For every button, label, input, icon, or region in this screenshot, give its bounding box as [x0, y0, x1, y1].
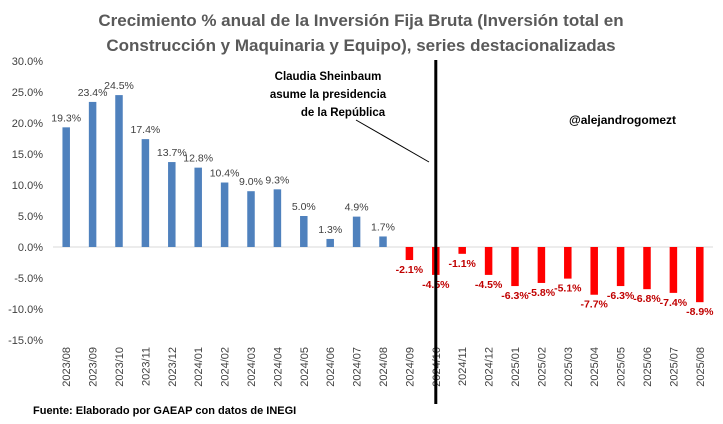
y-tick-label: 30.0% [12, 56, 43, 68]
bar [696, 247, 704, 303]
bar [669, 247, 678, 293]
bar [564, 247, 572, 279]
x-tick-label: 2024/03 [246, 347, 258, 387]
bar [115, 95, 123, 247]
x-tick-label: 2024/04 [272, 347, 284, 387]
x-tick-label: 2024/09 [404, 347, 416, 387]
annotation-pointer-line [355, 119, 430, 163]
y-tick-label: 25.0% [12, 87, 43, 99]
data-label: -4.5% [475, 279, 503, 291]
data-label: 5.0% [292, 201, 316, 213]
x-tick-label: 2024/11 [457, 347, 469, 386]
x-tick-label: 2023/10 [114, 347, 126, 387]
bar [590, 247, 598, 295]
bars-group [62, 95, 704, 303]
bar [379, 236, 387, 247]
annotation-line-1: Claudia Sheinbaum [275, 71, 382, 83]
data-labels-group: 19.3% 23.4%24.5% 17.4% 13.7%12.8% 10.4%9.0% 9… [51, 80, 714, 318]
data-label: 24.5% [104, 80, 134, 92]
bar [247, 191, 255, 247]
data-label: 9.3% [265, 174, 289, 186]
chart-title-line-1: Crecimiento % anual de la Inversión Fija… [98, 11, 623, 30]
bar [300, 216, 308, 247]
y-tick-label: 15.0% [12, 149, 43, 161]
data-label: -7.7% [580, 299, 608, 311]
chart-title-line-2: Construcción y Maquinaria y Equipo), ser… [106, 36, 615, 55]
data-label: 10.4% [210, 168, 240, 180]
y-tick-label: -5.0% [14, 273, 43, 285]
x-tick-label: 2025/06 [642, 347, 654, 387]
x-tick-label: 2025/04 [589, 347, 601, 387]
data-label: 19.3% [51, 112, 81, 124]
bar [511, 247, 519, 287]
data-label: 4.9% [345, 202, 369, 214]
source-note: Fuente: Elaborado por GAEAP con datos de… [33, 405, 296, 417]
bar [405, 247, 414, 261]
data-label: 17.4% [131, 124, 161, 136]
bar [484, 247, 493, 275]
x-tick-label: 2024/06 [325, 347, 337, 387]
data-label: 1.7% [371, 221, 395, 233]
bar [168, 162, 176, 247]
x-tick-label: 2024/01 [193, 347, 205, 387]
data-label: -7.4% [660, 297, 688, 309]
x-tick-label: 2024/12 [484, 347, 496, 387]
x-tick-label: 2023/09 [88, 347, 100, 387]
author-handle: @alejandrogomezt [569, 113, 676, 127]
bar [62, 127, 70, 247]
y-tick-label: 0.0% [18, 242, 43, 254]
data-label: 12.8% [183, 153, 213, 165]
x-tick-label: 2024/02 [220, 347, 232, 387]
data-label: -6.3% [501, 290, 529, 302]
annotation-line-3: de la República [301, 107, 386, 119]
x-tick-label: 2023/11 [140, 347, 152, 386]
x-tick-label: 2024/05 [299, 347, 311, 387]
data-label: 1.3% [318, 224, 342, 236]
x-tick-label: 2025/02 [536, 347, 548, 387]
bar [643, 247, 651, 290]
y-tick-label: -10.0% [8, 304, 43, 316]
bar [141, 139, 150, 247]
y-tick-label: -15.0% [8, 335, 43, 347]
x-tick-label: 2025/03 [563, 347, 575, 387]
x-tick-label: 2025/07 [668, 347, 680, 387]
data-label: -5.8% [528, 287, 556, 299]
data-label: -2.1% [396, 264, 424, 276]
x-tick-label: 2025/05 [616, 347, 628, 387]
y-tick-label: 10.0% [12, 180, 43, 192]
bar [352, 216, 361, 247]
annotation-line-2: asume la presidencia [270, 89, 387, 101]
bar [326, 238, 334, 247]
y-tick-label: 20.0% [12, 118, 43, 130]
x-tick-label: 2025/01 [510, 347, 522, 387]
y-axis: 30.0% 25.0% 20.0% 15.0% 10.0% 5.0% 0.0% -5.0% -1… [8, 56, 713, 347]
bar [616, 247, 625, 287]
bar [273, 189, 282, 247]
data-label: 23.4% [78, 87, 108, 99]
bar [458, 247, 466, 254]
data-label: 13.7% [157, 147, 187, 159]
data-label: -6.8% [633, 293, 661, 305]
data-label: -5.1% [554, 283, 582, 295]
data-label: -1.1% [448, 258, 476, 270]
y-tick-label: 5.0% [18, 211, 43, 223]
data-label: 9.0% [239, 176, 263, 188]
bar [220, 182, 229, 247]
data-label: -8.9% [686, 306, 714, 318]
data-label: -6.3% [607, 290, 635, 302]
x-tick-label: 2024/08 [378, 347, 390, 387]
x-tick-label: 2023/08 [61, 347, 73, 387]
bar [537, 247, 546, 283]
x-axis: 2023/08 2023/09 2023/10 2023/11 2023/12 2024/… [61, 347, 707, 387]
x-tick-label: 2025/08 [695, 347, 707, 387]
x-tick-label: 2023/12 [167, 347, 179, 387]
bar [88, 101, 97, 247]
x-tick-label: 2024/07 [352, 347, 364, 387]
bar [194, 167, 202, 247]
